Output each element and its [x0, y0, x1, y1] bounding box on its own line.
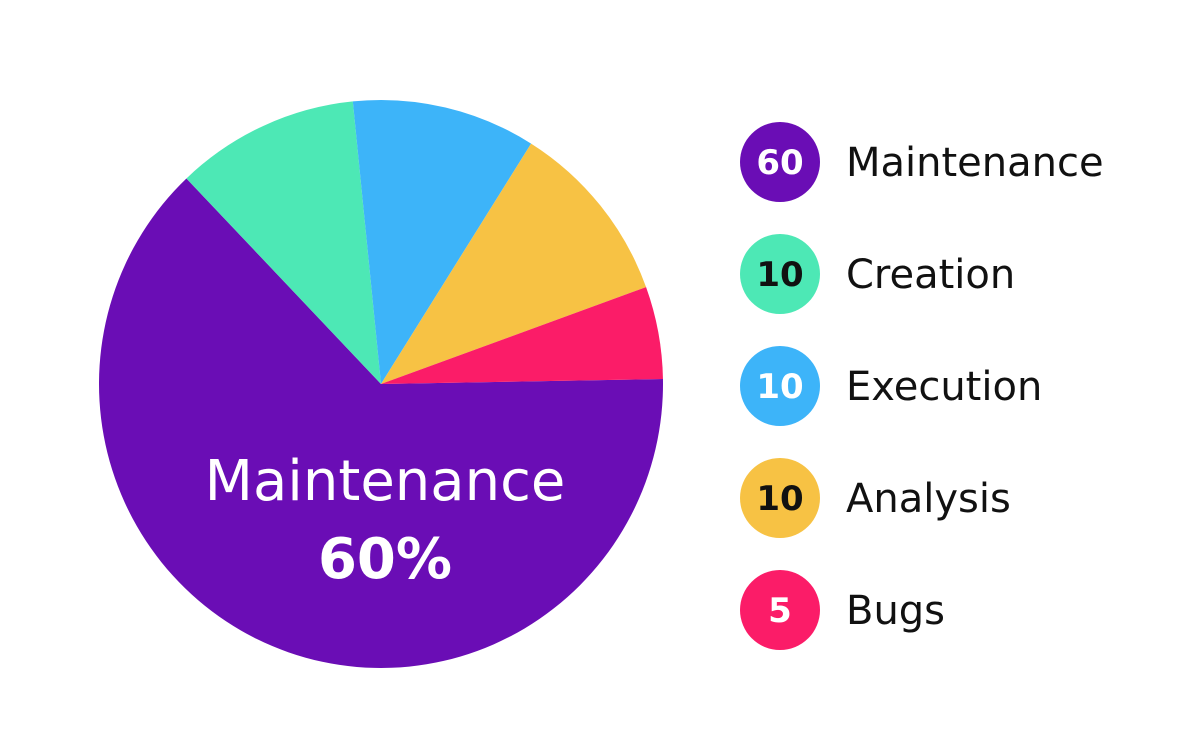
callout-percent: 60%	[318, 527, 452, 592]
pie-slices	[98, 100, 663, 669]
legend-item-maintenance: 60 Maintenance	[740, 122, 1104, 202]
pie-slice-execution	[352, 100, 532, 385]
legend-item-analysis: 10 Analysis	[740, 458, 1011, 538]
legend-value: 10	[756, 367, 803, 407]
legend-item-creation: 10 Creation	[740, 234, 1015, 314]
legend-swatch	[740, 570, 820, 650]
legend-value: 60	[756, 143, 803, 183]
legend-value: 5	[768, 591, 792, 631]
legend-label: Bugs	[846, 588, 945, 634]
slice-callout: Maintenance 60%	[205, 449, 566, 592]
legend-value: 10	[756, 255, 803, 295]
callout-name: Maintenance	[205, 449, 566, 514]
pie-slice-creation	[186, 101, 381, 384]
pie-slice-bugs	[381, 287, 663, 384]
legend-swatch	[740, 122, 820, 202]
legend-swatch	[740, 346, 820, 426]
pie-slice-maintenance	[98, 178, 663, 669]
legend-swatch	[740, 458, 820, 538]
legend-label: Creation	[846, 252, 1015, 298]
pie-slice-analysis	[381, 143, 647, 384]
legend-item-execution: 10 Execution	[740, 346, 1042, 426]
legend-label: Execution	[846, 364, 1042, 410]
legend-value: 10	[756, 479, 803, 519]
legend: 60 Maintenance 10 Creation 10 Execution 10 Anal…	[740, 122, 1104, 650]
legend-swatch	[740, 234, 820, 314]
legend-label: Analysis	[846, 476, 1011, 522]
legend-item-bugs: 5 Bugs	[740, 570, 945, 650]
legend-label: Maintenance	[846, 140, 1104, 186]
